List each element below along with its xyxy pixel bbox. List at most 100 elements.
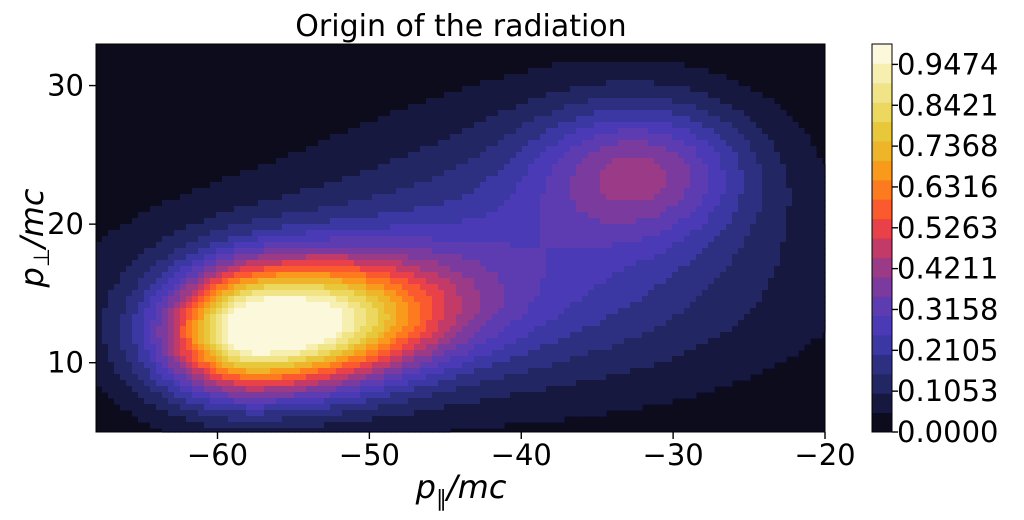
contour-cell — [192, 362, 199, 369]
contour-cell — [432, 332, 439, 339]
contour-cell — [444, 266, 451, 273]
contour-cell — [690, 170, 697, 177]
contour-cell — [450, 182, 457, 189]
contour-cell — [552, 320, 559, 327]
contour-cell — [660, 338, 667, 345]
contour-cell — [744, 158, 751, 165]
contour-cell — [576, 68, 583, 75]
contour-cell — [732, 200, 739, 207]
contour-cell — [342, 140, 349, 147]
contour-cell — [612, 80, 619, 87]
contour-cell — [504, 362, 511, 369]
contour-cell — [456, 236, 463, 243]
contour-cell — [588, 314, 595, 321]
contour-cell — [480, 122, 487, 129]
contour-cell — [768, 290, 775, 297]
contour-cell — [258, 224, 265, 231]
contour-cell — [732, 188, 739, 195]
contour-cell — [420, 194, 427, 201]
contour-cell — [684, 206, 691, 213]
contour-cell — [486, 350, 493, 357]
contour-cell — [240, 254, 247, 261]
contour-cell — [768, 278, 775, 285]
contour-cell — [510, 212, 517, 219]
contour-cell — [546, 290, 553, 297]
contour-cell — [138, 356, 145, 363]
contour-cell — [588, 332, 595, 339]
contour-cell — [396, 308, 403, 315]
contour-cell — [696, 326, 703, 333]
contour-cell — [180, 260, 187, 267]
contour-cell — [480, 266, 487, 273]
contour-cell — [618, 146, 625, 153]
contour-cell — [810, 320, 817, 327]
contour-cell — [312, 320, 319, 327]
contour-cell — [432, 272, 439, 279]
contour-cell — [456, 146, 463, 153]
contour-cell — [414, 230, 421, 237]
contour-cell — [792, 170, 799, 177]
contour-cell — [720, 158, 727, 165]
contour-cell — [180, 218, 187, 225]
contour-cell — [132, 356, 139, 363]
contour-cell — [252, 188, 259, 195]
contour-cell — [498, 254, 505, 261]
contour-cell — [270, 200, 277, 207]
contour-cell — [342, 134, 349, 141]
contour-cell — [612, 152, 619, 159]
contour-cell — [540, 302, 547, 309]
contour-cell — [516, 176, 523, 183]
contour-cell — [390, 326, 397, 333]
contour-cell — [582, 266, 589, 273]
contour-cell — [504, 344, 511, 351]
contour-cell — [438, 134, 445, 141]
contour-cell — [660, 188, 667, 195]
contour-cell — [474, 218, 481, 225]
contour-cell — [798, 272, 805, 279]
contour-cell — [582, 230, 589, 237]
contour-cell — [630, 212, 637, 219]
contour-cell — [300, 296, 307, 303]
contour-cell — [456, 134, 463, 141]
contour-cell — [714, 98, 721, 105]
contour-fills — [96, 62, 826, 433]
contour-cell — [360, 194, 367, 201]
contour-cell — [264, 272, 271, 279]
contour-cell — [318, 314, 325, 321]
contour-cell — [162, 272, 169, 279]
contour-cell — [276, 242, 283, 249]
contour-cell — [288, 236, 295, 243]
contour-cell — [390, 164, 397, 171]
contour-cell — [288, 272, 295, 279]
contour-cell — [282, 164, 289, 171]
contour-cell — [606, 320, 613, 327]
contour-cell — [150, 296, 157, 303]
contour-cell — [426, 272, 433, 279]
contour-cell — [444, 116, 451, 123]
contour-cell — [336, 278, 343, 285]
contour-cell — [564, 134, 571, 141]
contour-cell — [588, 152, 595, 159]
contour-cell — [462, 176, 469, 183]
contour-cell — [702, 104, 709, 111]
contour-cell — [516, 290, 523, 297]
contour-cell — [192, 296, 199, 303]
contour-cell — [144, 242, 151, 249]
contour-cell — [756, 278, 763, 285]
contour-cell — [336, 332, 343, 339]
contour-cell — [570, 308, 577, 315]
contour-cell — [738, 146, 745, 153]
contour-cell — [678, 110, 685, 117]
contour-cell — [186, 308, 193, 315]
contour-cell — [732, 80, 739, 87]
contour-cell — [660, 110, 667, 117]
contour-cell — [588, 278, 595, 285]
contour-cell — [306, 350, 313, 357]
contour-cell — [480, 230, 487, 237]
contour-cell — [624, 140, 631, 147]
contour-cell — [540, 248, 547, 255]
contour-cell — [474, 194, 481, 201]
contour-cell — [774, 356, 781, 363]
contour-cell — [288, 320, 295, 327]
contour-cell — [774, 218, 781, 225]
